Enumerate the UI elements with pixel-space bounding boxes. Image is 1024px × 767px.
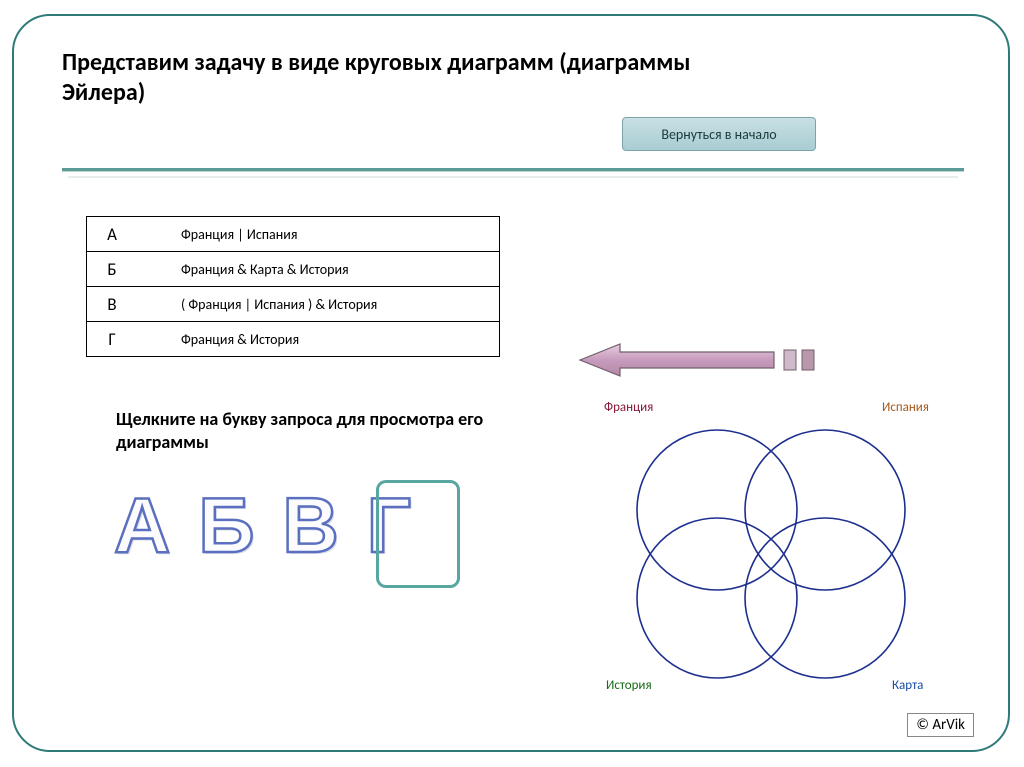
row-query: Франция & Карта & История [137, 252, 500, 287]
copyright-label: © ArVik [907, 713, 974, 737]
venn-circle-map [745, 518, 905, 678]
venn-circle-france [637, 430, 797, 590]
hint-text: Щелкните на букву запроса для просмотра … [116, 408, 496, 453]
row-letter: Б [87, 252, 138, 287]
table-row: В ( Франция | Испания ) & История [87, 287, 500, 322]
row-query: Франция & История [137, 322, 500, 357]
venn-label-spain: Испания [882, 400, 929, 415]
row-query: Франция | Испания [137, 217, 500, 252]
row-letter: В [87, 287, 138, 322]
page-title: Представим задачу в виде круговых диагра… [62, 48, 702, 108]
venn-circle-history [637, 518, 797, 678]
table-row: А Франция | Испания [87, 217, 500, 252]
table-row: Г Франция & История [87, 322, 500, 357]
row-letter: Г [87, 322, 138, 357]
letter-b-button[interactable]: Б [194, 486, 258, 564]
venn-label-history: История [606, 678, 652, 693]
back-to-start-button[interactable]: Вернуться в начало [622, 117, 816, 151]
venn-label-map: Карта [892, 678, 923, 693]
selected-letter-highlight [376, 480, 460, 588]
table-row: Б Франция & Карта & История [87, 252, 500, 287]
row-letter: А [87, 217, 138, 252]
row-query: ( Франция | Испания ) & История [137, 287, 500, 322]
arrow-left-icon [578, 342, 824, 378]
query-table: А Франция | Испания Б Франция & Карта & … [86, 216, 500, 357]
letter-v-button[interactable]: В [278, 486, 342, 564]
divider-line [62, 168, 964, 172]
divider-shadow [68, 176, 958, 178]
venn-circle-spain [745, 430, 905, 590]
venn-label-france: Франция [604, 400, 653, 415]
euler-venn-diagram: Франция Испания История Карта [576, 388, 976, 698]
letter-buttons: А Б В Г [110, 486, 415, 564]
letter-a-button[interactable]: А [110, 486, 174, 564]
